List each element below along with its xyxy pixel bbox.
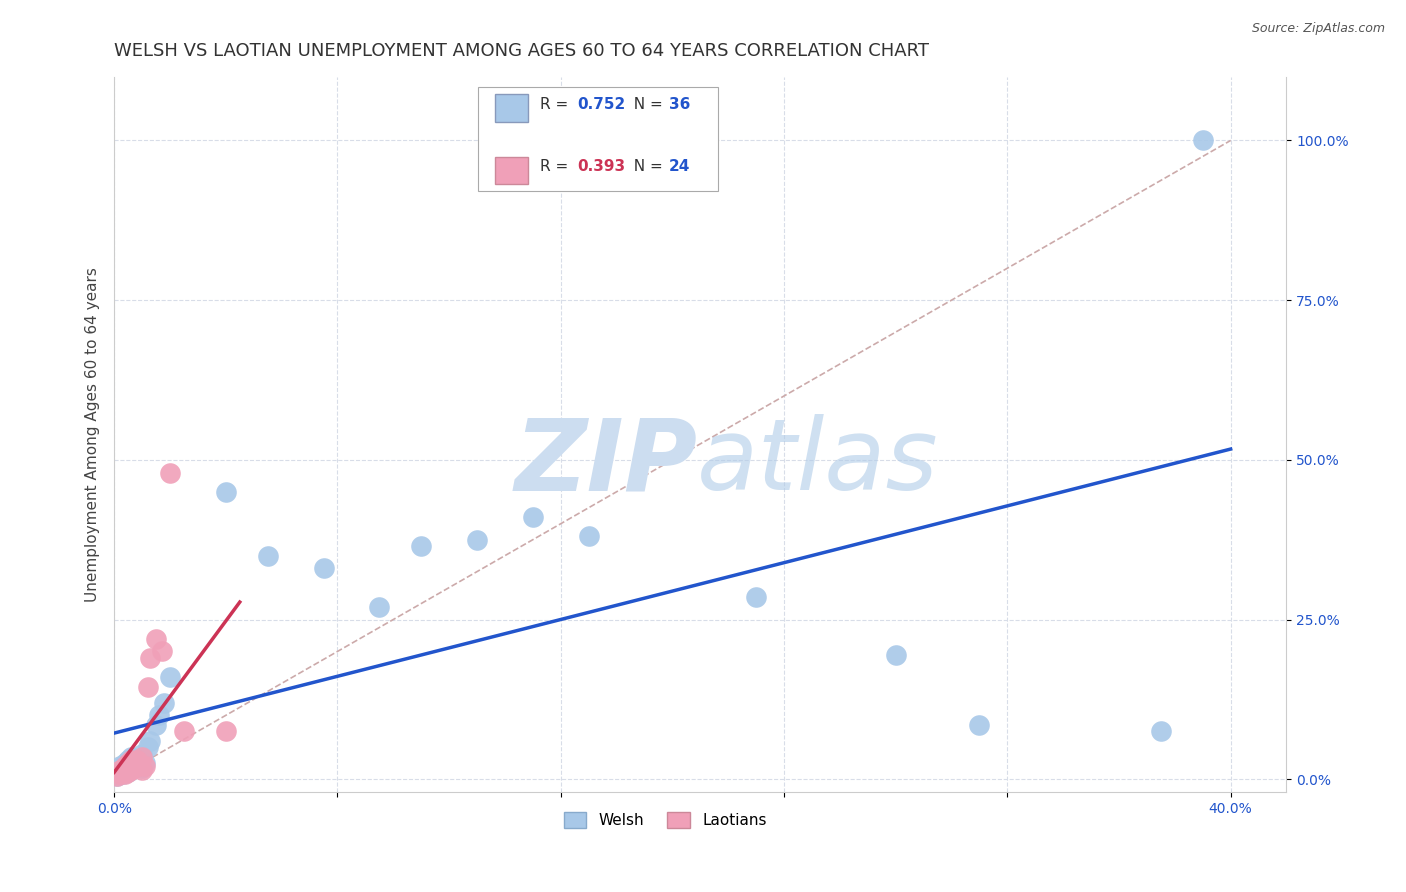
Point: [745, 590, 768, 604]
Point: [128, 753, 150, 767]
Point: [139, 734, 162, 748]
Point: [120, 763, 142, 777]
Point: [1191, 133, 1213, 147]
Point: [411, 539, 433, 553]
Point: [131, 747, 153, 761]
Point: [1150, 724, 1173, 739]
Text: N =: N =: [624, 97, 668, 112]
Point: [117, 753, 139, 767]
Text: 0.752: 0.752: [578, 97, 626, 112]
Point: [117, 756, 139, 771]
Point: [578, 529, 600, 543]
Point: [465, 533, 488, 547]
Text: N =: N =: [624, 160, 668, 174]
Point: [312, 561, 335, 575]
Point: [125, 753, 148, 767]
FancyBboxPatch shape: [478, 87, 718, 191]
Point: [125, 756, 148, 771]
Point: [111, 763, 134, 777]
Point: [134, 756, 156, 771]
Y-axis label: Unemployment Among Ages 60 to 64 years: Unemployment Among Ages 60 to 64 years: [86, 267, 100, 602]
Point: [128, 759, 150, 773]
Point: [131, 749, 153, 764]
Point: [117, 764, 139, 779]
Legend: Welsh, Laotians: Welsh, Laotians: [557, 806, 773, 834]
Point: [114, 759, 136, 773]
Point: [120, 763, 142, 777]
Point: [153, 696, 176, 710]
Point: [131, 763, 153, 777]
Text: R =: R =: [540, 160, 572, 174]
Point: [368, 599, 391, 614]
Point: [256, 549, 278, 563]
Point: [117, 764, 139, 779]
Point: [108, 765, 131, 780]
Point: [522, 510, 544, 524]
FancyBboxPatch shape: [495, 157, 529, 184]
Point: [134, 759, 156, 773]
Point: [215, 484, 238, 499]
Point: [139, 650, 162, 665]
Point: [122, 759, 145, 773]
Point: [969, 718, 991, 732]
Point: [114, 756, 136, 771]
Point: [108, 763, 131, 777]
Text: 24: 24: [669, 160, 690, 174]
Point: [120, 749, 142, 764]
Point: [114, 765, 136, 780]
Text: 36: 36: [669, 97, 690, 112]
Point: [159, 670, 181, 684]
Point: [105, 769, 128, 783]
Point: [159, 466, 181, 480]
Point: [111, 765, 134, 780]
Text: ZIP: ZIP: [515, 415, 697, 511]
Point: [145, 632, 167, 646]
Point: [125, 756, 148, 771]
Text: Source: ZipAtlas.com: Source: ZipAtlas.com: [1251, 22, 1385, 36]
Point: [173, 724, 195, 739]
Point: [120, 753, 142, 767]
Text: R =: R =: [540, 97, 572, 112]
Point: [131, 761, 153, 775]
Point: [108, 759, 131, 773]
Point: [122, 759, 145, 773]
Point: [136, 680, 159, 694]
Point: [136, 740, 159, 755]
Point: [105, 769, 128, 783]
Point: [148, 708, 170, 723]
Text: atlas: atlas: [697, 415, 938, 511]
Point: [145, 718, 167, 732]
Point: [884, 648, 907, 662]
Point: [114, 767, 136, 781]
Text: WELSH VS LAOTIAN UNEMPLOYMENT AMONG AGES 60 TO 64 YEARS CORRELATION CHART: WELSH VS LAOTIAN UNEMPLOYMENT AMONG AGES…: [114, 42, 929, 60]
Point: [150, 644, 173, 658]
Point: [108, 767, 131, 781]
Point: [111, 767, 134, 781]
FancyBboxPatch shape: [495, 95, 529, 121]
Point: [215, 724, 238, 739]
Text: 0.393: 0.393: [578, 160, 626, 174]
